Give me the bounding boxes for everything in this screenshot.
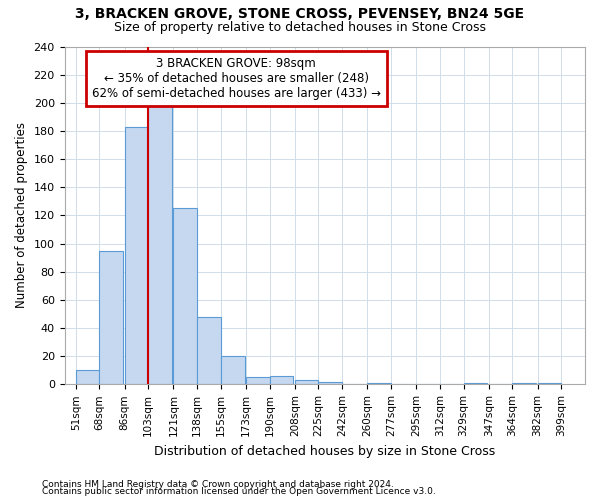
Text: Contains HM Land Registry data © Crown copyright and database right 2024.: Contains HM Land Registry data © Crown c… (42, 480, 394, 489)
Bar (319, 382, 342, 384)
Bar (295, 380, 319, 384)
Bar (221, 356, 245, 384)
Bar (538, 383, 561, 384)
Bar (512, 383, 536, 384)
Text: 3, BRACKEN GROVE, STONE CROSS, PEVENSEY, BN24 5GE: 3, BRACKEN GROVE, STONE CROSS, PEVENSEY,… (76, 8, 524, 22)
Bar (246, 378, 269, 384)
Text: Size of property relative to detached houses in Stone Cross: Size of property relative to detached ho… (114, 21, 486, 34)
Text: 3 BRACKEN GROVE: 98sqm
← 35% of detached houses are smaller (248)
62% of semi-de: 3 BRACKEN GROVE: 98sqm ← 35% of detached… (92, 56, 381, 100)
Bar (100, 250, 123, 384)
Bar (173, 208, 197, 384)
X-axis label: Distribution of detached houses by size in Stone Cross: Distribution of detached houses by size … (154, 444, 496, 458)
Bar (269, 376, 293, 384)
Y-axis label: Number of detached properties: Number of detached properties (15, 122, 28, 308)
Bar (148, 102, 172, 385)
Bar (197, 317, 221, 384)
Text: Contains public sector information licensed under the Open Government Licence v3: Contains public sector information licen… (42, 487, 436, 496)
Bar (76, 370, 100, 384)
Bar (125, 126, 148, 384)
Bar (367, 383, 391, 384)
Bar (464, 383, 487, 384)
